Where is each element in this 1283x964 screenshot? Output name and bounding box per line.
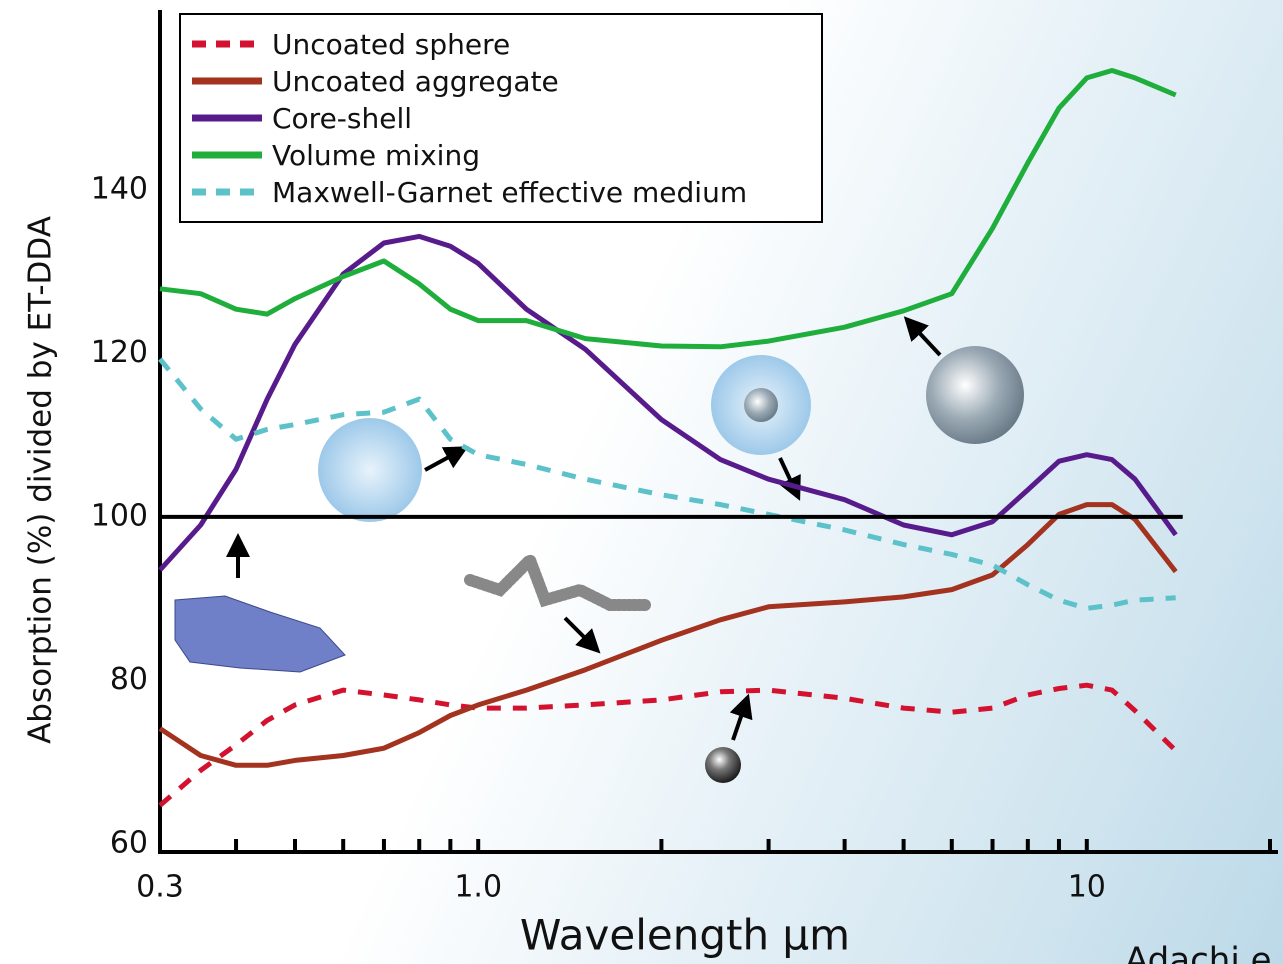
core-icon [744, 388, 778, 422]
x-tick-label: 10 [1068, 870, 1106, 905]
y-tick-label: 120 [91, 335, 148, 370]
y-tick-label: 80 [110, 662, 148, 697]
x-axis-label: Wavelength μm [520, 911, 850, 960]
illustrations [175, 325, 1024, 783]
legend-label: Uncoated aggregate [272, 65, 559, 98]
credit: Adachi e [1125, 941, 1272, 964]
y-tick-label: 140 [91, 171, 148, 206]
x-tick-label: 0.3 [136, 870, 184, 905]
legend-label: Uncoated sphere [272, 28, 510, 61]
aggregate-icon [470, 560, 645, 605]
page: Absorption (%) divided by ET-DDA Wavelen… [0, 0, 1283, 964]
sphere-icon [926, 346, 1024, 444]
x-tick-label: 1.0 [454, 870, 502, 905]
arrow [733, 705, 745, 740]
arrow [912, 325, 940, 355]
arrow [425, 452, 458, 470]
y-tick-label: 60 [110, 825, 148, 860]
chart: Absorption (%) divided by ET-DDA Wavelen… [0, 0, 1283, 964]
arrow [565, 618, 592, 645]
small-sphere-icon [705, 747, 741, 783]
mixing-icon [318, 418, 422, 522]
legend-label: Volume mixing [272, 139, 480, 172]
y-axis-label: Absorption (%) divided by ET-DDA [23, 216, 59, 744]
legend-label: Maxwell-Garnet effective medium [272, 176, 747, 209]
legend-label: Core-shell [272, 102, 412, 135]
particle-icon [175, 596, 345, 672]
series-line [160, 236, 1176, 570]
series-line [160, 685, 1176, 805]
y-tick-label: 100 [91, 498, 148, 533]
